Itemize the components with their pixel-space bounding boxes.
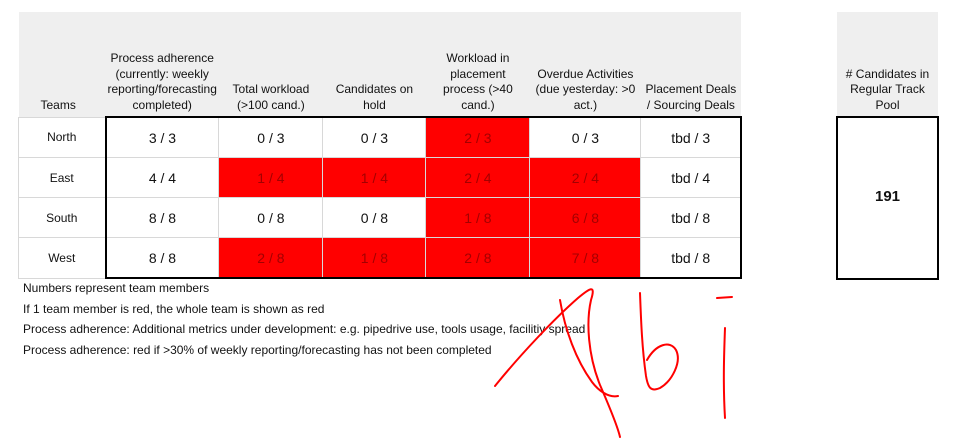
table-row-south: South 8 / 8 0 / 8 0 / 8 1 / 8 6 / 8 tbd … [18, 197, 742, 238]
note-item: Process adherence: Additional metrics un… [23, 322, 586, 336]
metric-cell: tbd / 3 [640, 116, 742, 158]
metric-cell: 0 / 8 [218, 197, 324, 238]
notes-list: Numbers represent team members If 1 team… [23, 278, 585, 360]
team-name-cell: West [18, 237, 106, 279]
metric-cell: 4 / 4 [104, 157, 220, 198]
metric-cell: 7 / 8 [529, 237, 642, 279]
column-header-candidates-on-hold: Candidates on hold [322, 12, 426, 117]
note-item: If 1 team member is red, the whole team … [23, 301, 325, 316]
table-row-north: North 3 / 3 0 / 3 0 / 3 2 / 3 0 / 3 tbd … [18, 116, 742, 158]
note-item: Numbers represent team members [23, 281, 210, 295]
metric-cell: 2 / 8 [218, 237, 324, 279]
column-header-process-adherence: Process adherence (currently: weekly rep… [105, 12, 219, 117]
column-header-teams: Teams [18, 12, 106, 117]
metric-cell: tbd / 8 [640, 197, 742, 238]
pool-header: # Candidates in Regular Track Pool [837, 12, 938, 117]
note-item: Process adherence: red if >30% of weekly… [23, 342, 492, 357]
metric-cell: 0 / 3 [322, 116, 427, 158]
column-header-workload-placement: Workload in placement process (>40 cand.… [425, 12, 530, 117]
candidates-pool-table: # Candidates in Regular Track Pool 191 [836, 12, 939, 280]
header-row: Teams Process adherence (currently: week… [18, 12, 741, 117]
column-header-overdue-activities: Overdue Activities (due yesterday: >0 ac… [529, 12, 641, 117]
metric-cell: 8 / 8 [104, 197, 220, 238]
scribble-stroke-i-dot [716, 296, 733, 299]
metric-cell: 3 / 3 [104, 116, 220, 158]
metric-cell: 1 / 4 [322, 157, 427, 198]
metric-cell: 6 / 8 [529, 197, 642, 238]
team-metrics-table: Teams Process adherence (currently: week… [18, 12, 742, 279]
team-name-cell: East [18, 157, 106, 198]
metric-cell: 0 / 3 [218, 116, 324, 158]
pool-count: 191 [836, 116, 939, 280]
team-name-cell: South [18, 197, 106, 238]
scribble-stroke-i [722, 327, 726, 419]
metric-cell: tbd / 4 [640, 157, 742, 198]
metric-cell: 2 / 8 [425, 237, 531, 279]
metric-cell: 2 / 3 [425, 116, 531, 158]
table-row-east: East 4 / 4 1 / 4 1 / 4 2 / 4 2 / 4 tbd /… [18, 157, 742, 198]
scribble-stroke-b [639, 292, 679, 391]
metric-cell: 2 / 4 [425, 157, 531, 198]
column-header-placement-deals: Placement Deals / Sourcing Deals [640, 12, 741, 117]
team-name-cell: North [18, 116, 106, 158]
metric-cell: 8 / 8 [104, 237, 220, 279]
metric-cell: 2 / 4 [529, 157, 642, 198]
metric-cell: tbd / 8 [640, 237, 742, 279]
column-header-total-workload: Total workload (>100 cand.) [218, 12, 323, 117]
table-row-west: West 8 / 8 2 / 8 1 / 8 2 / 8 7 / 8 tbd /… [18, 237, 742, 279]
metric-cell: 0 / 3 [529, 116, 642, 158]
metric-cell: 1 / 4 [218, 157, 324, 198]
metric-cell: 0 / 8 [322, 197, 427, 238]
metric-cell: 1 / 8 [322, 237, 427, 279]
metric-cell: 1 / 8 [425, 197, 531, 238]
